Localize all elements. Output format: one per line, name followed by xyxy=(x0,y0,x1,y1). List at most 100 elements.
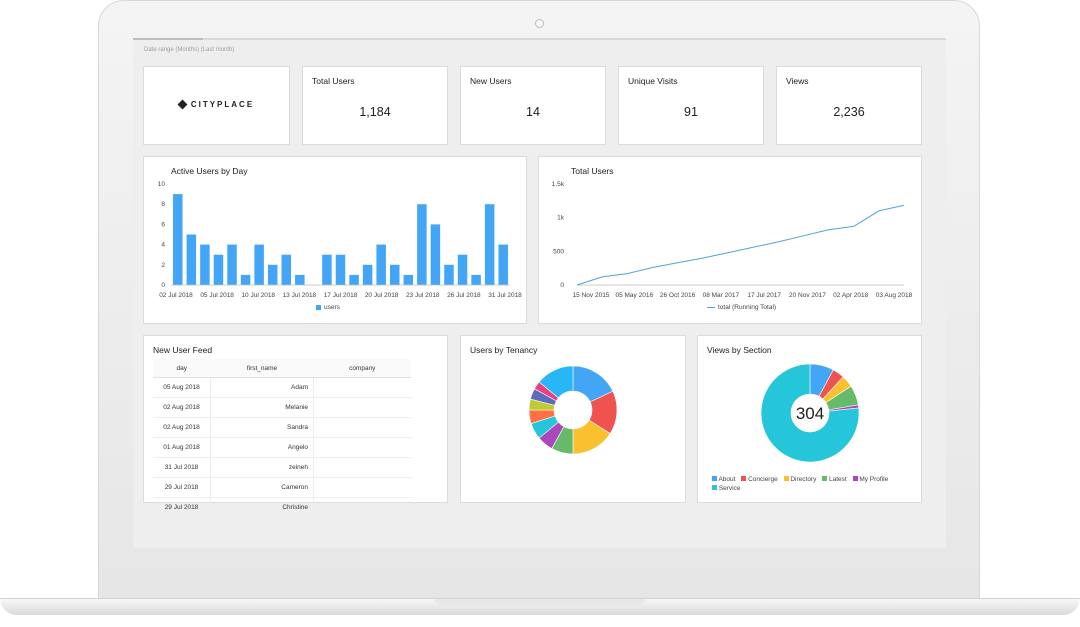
bar xyxy=(389,264,400,285)
bar xyxy=(376,244,386,285)
cityplace-logo: CITYPLACE xyxy=(144,99,289,110)
bar xyxy=(295,274,305,285)
x-tick-label: 02 Jul 2018 xyxy=(159,292,193,299)
chart-legend[interactable]: total (Running Total) xyxy=(707,304,776,311)
table-title: New User Feed xyxy=(153,345,213,355)
bar xyxy=(200,244,210,285)
date-range-control[interactable]: Date range (Months) (Last month) xyxy=(144,47,235,53)
cell-first-name: zeineh xyxy=(210,457,314,478)
cell-first-name: Adam xyxy=(210,377,314,398)
dashboard-screen: Date range (Months) (Last month) CITYPLA… xyxy=(133,38,946,548)
laptop-base xyxy=(0,598,1080,615)
top-bar xyxy=(133,38,946,40)
total-users-line-chart: 0 500 1k 1.5k 15 Nov 2015 05 May 2016 26 Oct 2… xyxy=(552,181,913,299)
bar xyxy=(349,274,359,285)
y-tick-label: 10 xyxy=(158,181,166,188)
cell-first-name: Christine xyxy=(210,497,314,518)
legend-label: Concierge xyxy=(748,476,778,483)
cell-company xyxy=(313,457,411,478)
legend-label: Service xyxy=(718,485,741,492)
scorecard-value: 14 xyxy=(526,105,540,119)
table-header-row: day first_name company xyxy=(153,359,411,378)
table-row: 02 Aug 2018 Melanie xyxy=(153,397,411,418)
x-tick-label: 08 Mar 2017 xyxy=(703,292,740,299)
cell-company xyxy=(313,377,411,398)
bar xyxy=(457,254,468,285)
active-users-bar-chart: 0 2 4 6 8 10 02 Jul 2018 05 Jul 2018 10 Jul 2018… xyxy=(158,181,522,299)
x-tick-label: 10 Jul 2018 xyxy=(241,292,275,299)
logo-card: CITYPLACE xyxy=(144,67,289,144)
scorecard-unique-visits: Unique Visits 91 xyxy=(619,67,763,144)
bar xyxy=(362,264,373,285)
cell-first-name: Melanie xyxy=(210,397,314,418)
bar xyxy=(417,204,427,285)
legend-swatch xyxy=(712,476,717,481)
laptop-base-notch xyxy=(435,599,645,606)
bar xyxy=(471,274,481,285)
total-users-card: Total Users 0 500 1k 1.5k 15 Nov 2015 05 May … xyxy=(539,157,921,323)
legend-label: Latest xyxy=(828,476,847,483)
user-feed-table: day first_name company 05 Aug 2018 Adam 0… xyxy=(153,359,411,518)
chart-title: Total Users xyxy=(571,166,614,176)
legend-item-my-profile: My Profile xyxy=(852,476,888,483)
scorecard-value: 91 xyxy=(684,105,698,119)
views-by-section-card: Views by Section 304 About Concierge Dir… xyxy=(698,336,921,502)
table-row: 05 Aug 2018 Adam xyxy=(153,377,411,398)
donut-center-value: 304 xyxy=(796,404,824,423)
bar xyxy=(173,194,183,285)
bar xyxy=(444,264,454,285)
bar xyxy=(484,204,495,285)
cell-company xyxy=(313,437,411,458)
chart-legend[interactable]: users xyxy=(316,304,340,311)
scorecard-views: Views 2,236 xyxy=(777,67,921,144)
chart-title: Users by Tenancy xyxy=(470,345,538,355)
column-header-day[interactable]: day xyxy=(153,359,211,378)
legend-swatch xyxy=(741,476,747,481)
bar xyxy=(498,244,508,285)
x-tick-label: 17 Jul 2017 xyxy=(747,292,781,299)
legend-item-concierge: Concierge xyxy=(741,476,778,483)
top-bar-accent xyxy=(133,38,203,40)
x-tick-label: 23 Jul 2018 xyxy=(406,292,440,299)
legend-line-swatch xyxy=(707,307,715,308)
x-tick-label: 05 May 2016 xyxy=(615,292,653,299)
active-users-card: Active Users by Day 0 2 4 6 8 10 02 Jul 2018 05… xyxy=(144,157,526,323)
bar xyxy=(403,274,414,285)
cell-day: 29 Jul 2018 xyxy=(153,477,211,498)
scorecard-label: Views xyxy=(786,76,809,86)
column-header-first-name[interactable]: first_name xyxy=(210,359,314,378)
x-tick-label: 13 Jul 2018 xyxy=(283,292,317,299)
pie-slice xyxy=(760,363,860,463)
table-row: 29 Jul 2018 Christine xyxy=(153,497,411,518)
y-tick-label: 0 xyxy=(161,282,165,289)
column-header-company[interactable]: company xyxy=(313,359,411,378)
cell-company xyxy=(313,397,411,418)
bar xyxy=(322,254,332,285)
x-tick-label: 20 Nov 2017 xyxy=(789,292,826,299)
bar xyxy=(281,254,292,285)
bar xyxy=(267,264,278,285)
cell-first-name: Angelo xyxy=(210,437,314,458)
x-tick-label: 26 Jul 2018 xyxy=(447,292,481,299)
bar xyxy=(186,234,197,285)
pie-slice xyxy=(538,365,574,399)
scorecard-value: 2,236 xyxy=(833,105,865,119)
y-tick-label: 4 xyxy=(161,242,165,249)
legend-swatch xyxy=(852,476,858,481)
new-user-feed-card: New User Feed day first_name company 05 … xyxy=(144,336,447,518)
bar xyxy=(213,254,224,285)
x-tick-label: 20 Jul 2018 xyxy=(365,292,399,299)
table-row: 31 Jul 2018 zeineh xyxy=(153,457,411,478)
legend-item-latest: Latest xyxy=(822,476,847,483)
legend-label: About xyxy=(718,476,736,483)
y-tick-label: 500 xyxy=(553,248,564,255)
section-legend[interactable]: About Concierge Directory Latest My Prof… xyxy=(712,475,912,493)
table-row: 29 Jul 2018 Cameron xyxy=(153,477,411,498)
legend-item-about: About xyxy=(712,476,735,483)
y-tick-label: 1.5k xyxy=(552,181,565,188)
y-tick-label: 6 xyxy=(161,221,165,228)
scorecard-label: Total Users xyxy=(312,76,355,86)
scorecard-new-users: New Users 14 xyxy=(461,67,605,144)
cell-first-name: Sandra xyxy=(210,417,314,438)
cell-day: 02 Aug 2018 xyxy=(153,397,211,418)
